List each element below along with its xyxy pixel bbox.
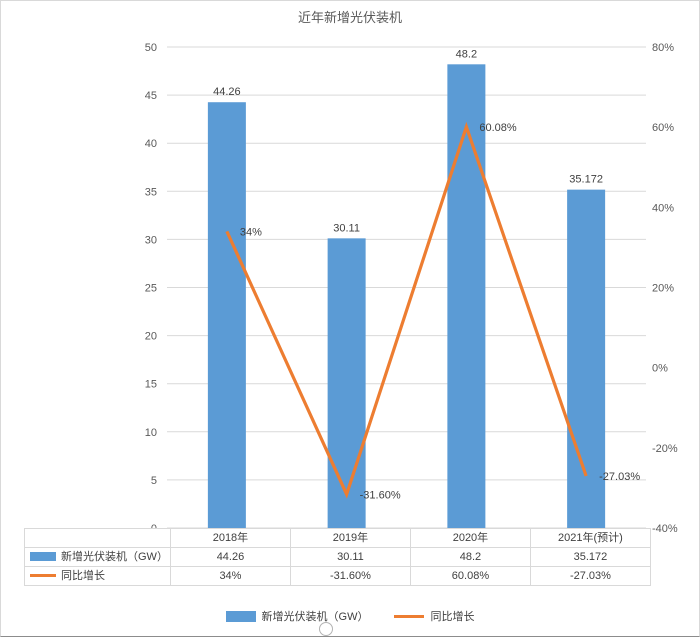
table-cell: 44.26	[169, 547, 291, 567]
bar-value-label: 35.172	[569, 174, 603, 186]
category-label: 2021年(预计)	[529, 528, 651, 548]
table-corner-cell	[24, 528, 171, 548]
left-axis-tick-label: 10	[145, 427, 157, 439]
legend-label: 同比增长	[430, 611, 475, 623]
series-name: 新增光伏装机（GW）	[61, 551, 168, 563]
bar-value-label: 30.11	[333, 222, 360, 234]
table-cell: -27.03%	[529, 566, 651, 586]
left-axis-tick-label: 20	[145, 331, 157, 343]
bar-value-label: 48.2	[456, 48, 477, 60]
bar	[447, 64, 486, 529]
right-axis-tick-label: -20%	[652, 443, 678, 455]
legend-label: 新增光伏装机（GW）	[261, 611, 369, 623]
table-cell: 60.08%	[409, 566, 531, 586]
legend-item-growth: 同比增长	[394, 608, 474, 624]
left-axis-tick-label: 15	[145, 379, 157, 391]
watermark-circle-icon	[319, 622, 333, 636]
table-cell: 30.11	[289, 547, 411, 567]
chart-legend: 新增光伏装机（GW） 同比增长	[1, 608, 699, 624]
left-axis-tick-label: 50	[145, 42, 157, 54]
growth-line	[225, 121, 588, 499]
line-value-label: 34%	[240, 226, 262, 238]
left-axis-tick-label: 25	[145, 283, 157, 295]
table-cell: -31.60%	[289, 566, 411, 586]
left-axis-tick-label: 30	[145, 234, 157, 246]
table-row-categories: 2018年 2019年 2020年 2021年(预计)	[24, 528, 651, 548]
series-row-header: 新增光伏装机（GW）	[24, 547, 171, 567]
table-cell: 35.172	[529, 547, 651, 567]
series-name: 同比增长	[61, 570, 105, 582]
bar-legend-swatch-icon	[225, 610, 256, 622]
line-value-label: -31.60%	[360, 489, 401, 501]
category-label: 2018年	[169, 528, 291, 548]
category-label: 2020年	[409, 528, 531, 548]
right-axis-tick-label: 0%	[652, 363, 668, 375]
data-table: 2018年 2019年 2020年 2021年(预计) 新增光伏装机（GW） 4…	[24, 528, 651, 586]
bar-series-swatch-icon	[30, 551, 56, 561]
line-value-label: -27.03%	[599, 471, 640, 483]
line-value-label: 60.08%	[479, 122, 517, 134]
right-axis-tick-label: 60%	[652, 122, 674, 134]
category-label: 2019年	[289, 528, 411, 548]
right-axis-tick-label: 80%	[652, 42, 674, 54]
series-row-header: 同比增长	[24, 566, 171, 586]
right-axis-tick-label: 40%	[652, 202, 674, 214]
left-axis-tick-label: 40	[145, 138, 157, 150]
left-axis-tick-label: 45	[145, 90, 157, 102]
chart-title: 近年新增光伏装机	[297, 10, 402, 25]
bar-value-label: 44.26	[213, 86, 241, 98]
legend-item-installations: 新增光伏装机（GW）	[225, 608, 369, 624]
table-cell: 48.2	[409, 547, 531, 567]
bar	[207, 102, 246, 528]
left-axis-tick-label: 35	[145, 186, 157, 198]
line-series-swatch-icon	[30, 573, 56, 577]
table-cell: 34%	[169, 566, 291, 586]
table-row-installations: 新增光伏装机（GW） 44.26 30.11 48.2 35.172	[24, 547, 651, 567]
left-axis-tick-label: 5	[151, 475, 157, 487]
right-axis-tick-label: -40%	[652, 523, 678, 535]
table-row-growth: 同比增长 34% -31.60% 60.08% -27.03%	[24, 566, 651, 586]
bar	[327, 238, 366, 528]
line-legend-swatch-icon	[394, 614, 425, 618]
right-axis-tick-label: 20%	[652, 283, 674, 295]
